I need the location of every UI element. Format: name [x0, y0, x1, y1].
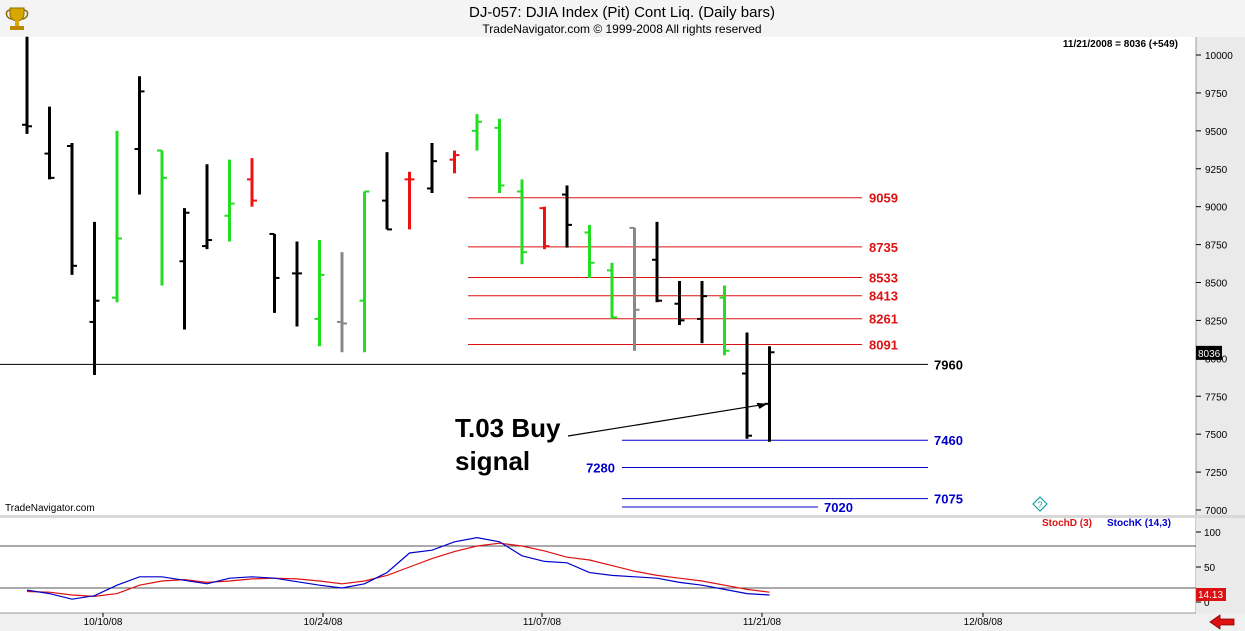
y-tick-label: 10000 [1205, 51, 1233, 62]
fib-level-label: 8413 [869, 289, 898, 304]
x-tick-label: 12/08/08 [964, 617, 1003, 628]
annotation-arrowhead [756, 402, 768, 409]
ohlc-bar [449, 150, 460, 174]
ohlc-bar [179, 208, 190, 330]
ohlc-bar [494, 118, 505, 194]
ohlc-bar [674, 280, 685, 325]
ohlc-bar [427, 142, 437, 194]
date-axis-ticks: 10/10/08 10/24/08 11/07/08 11/21/08 12/08/08 [84, 613, 1003, 628]
chart-copyright: TradeNavigator.com © 1999-2008 All right… [482, 22, 761, 36]
annotation-line1: T.03 Buy [455, 413, 561, 443]
stoch-series-line [26, 542, 770, 598]
x-tick-label: 10/10/08 [84, 617, 123, 628]
stoch-series-line [26, 536, 770, 600]
date-axis [0, 613, 1245, 631]
ohlc-bar [562, 185, 572, 248]
ohlc-bar [607, 262, 617, 319]
ohlc-bar [404, 171, 415, 230]
support-level-label: 7960 [934, 357, 963, 372]
y-tick-label: 9250 [1205, 165, 1228, 176]
legend-stochd: StochD (3) [1042, 518, 1092, 529]
fib-level-label: 8091 [869, 338, 898, 353]
question-diamond-icon[interactable]: ? [1032, 496, 1048, 512]
ohlc-bar [22, 36, 32, 134]
fib-level-label: 8261 [869, 312, 898, 327]
ohlc-bar [697, 280, 707, 344]
target-level-label: 7075 [934, 492, 963, 507]
ohlc-bar [67, 142, 77, 275]
ohlc-bar [134, 76, 145, 195]
ohlc-bar [382, 152, 392, 231]
ohlc-bar [89, 221, 100, 376]
y-tick-label: 9000 [1205, 203, 1228, 214]
last-price-marker [1196, 345, 1222, 360]
legend-stochk: StochK (14,3) [1107, 518, 1171, 529]
ohlc-bar [292, 241, 302, 327]
price-axis [1196, 37, 1245, 515]
stoch-current-label: 14.13 [1198, 590, 1223, 601]
price-panel [0, 37, 1196, 515]
last-price-info: 11/21/2008 = 8036 (+549) [1063, 39, 1178, 50]
ohlc-bar [742, 332, 752, 439]
stoch-tick-label: 0 [1204, 598, 1210, 609]
panel-separator [0, 515, 1245, 518]
ohlc-bar [202, 164, 212, 250]
ohlc-bar [629, 226, 640, 351]
level-lines: 9059 8735 8533 8413 8261 8091 7960 7460 7280 7075… [0, 191, 963, 515]
ohlc-bar [337, 252, 347, 353]
ohlc-bar [539, 206, 550, 250]
last-price-label: 8036 [1198, 349, 1221, 360]
ohlc-bar [584, 224, 595, 278]
ohlc-bar [269, 232, 280, 313]
x-tick-label: 10/24/08 [304, 617, 343, 628]
watermark: TradeNavigator.com [5, 503, 95, 514]
y-tick-label: 7250 [1205, 468, 1228, 479]
fib-level-label: 8735 [869, 240, 898, 255]
price-bars [22, 36, 775, 442]
x-tick-label: 11/07/08 [523, 617, 562, 628]
price-y-axis-ticks: 1000097509500925090008750850082508000775… [1196, 51, 1233, 517]
y-tick-label: 9750 [1205, 89, 1228, 100]
ohlc-bar [314, 240, 325, 347]
ohlc-bar [157, 149, 167, 286]
ohlc-bar [652, 221, 662, 303]
fib-level-label: 9059 [869, 191, 898, 206]
stoch-current-marker [1196, 588, 1226, 601]
ohlc-bar [517, 179, 527, 265]
ohlc-bar [472, 114, 482, 151]
fib-level-label: 8533 [869, 270, 898, 285]
target-level-label: 7020 [824, 500, 853, 515]
trophy-icon[interactable] [5, 7, 29, 30]
header-bar [0, 0, 1245, 37]
ohlc-bar [224, 159, 235, 242]
stochastic-panel: 100 50 0 [0, 528, 1221, 609]
y-tick-label: 7750 [1205, 392, 1228, 403]
y-tick-label: 9500 [1205, 127, 1228, 138]
red-left-arrow-icon[interactable] [1209, 614, 1235, 630]
annotation-line2: signal [455, 446, 530, 476]
svg-text:?: ? [1037, 500, 1042, 510]
ohlc-bar [247, 158, 257, 207]
ohlc-bar [112, 130, 122, 303]
y-tick-label: 8250 [1205, 316, 1228, 327]
stoch-tick-label: 100 [1204, 528, 1221, 539]
y-tick-label: 7000 [1205, 506, 1228, 517]
y-tick-label: 8750 [1205, 241, 1228, 252]
ohlc-bar [359, 190, 370, 353]
stoch-tick-label: 50 [1204, 563, 1216, 574]
annotation-arrow [567, 404, 762, 437]
ohlc-bar [719, 285, 730, 356]
ohlc-bar [44, 106, 55, 180]
target-level-label: 7460 [934, 433, 963, 448]
chart-title: DJ-057: DJIA Index (Pit) Cont Liq. (Dail… [469, 4, 775, 21]
y-tick-label: 8500 [1205, 279, 1228, 290]
target-level-label: 7280 [586, 461, 615, 476]
y-tick-label: 7500 [1205, 430, 1228, 441]
x-tick-label: 11/21/08 [743, 617, 782, 628]
